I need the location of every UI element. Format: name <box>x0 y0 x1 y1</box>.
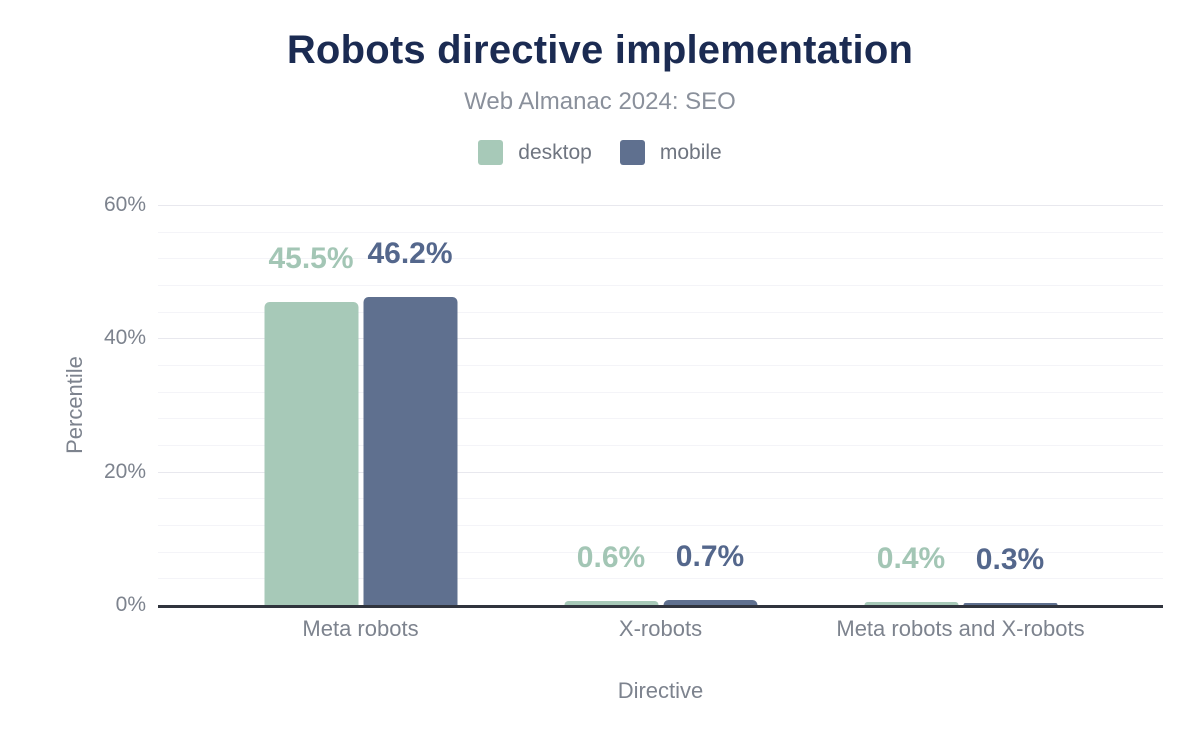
minor-gridline <box>158 311 1163 313</box>
minor-gridline <box>158 258 1163 260</box>
legend: desktop mobile <box>0 140 1200 165</box>
minor-gridline <box>158 391 1163 393</box>
legend-item-mobile[interactable]: mobile <box>619 140 722 165</box>
value-label-desktop-x-robots: 0.6% <box>576 541 646 574</box>
legend-label: mobile <box>659 140 722 164</box>
minor-gridline <box>158 445 1163 446</box>
y-axis-tick-labels: 0% 20% 40% 60% <box>0 193 146 616</box>
value-label-mobile-x-robots: 0.7% <box>675 540 745 574</box>
bar-group-x-robots: 0.6% 0.7% <box>564 542 757 605</box>
minor-gridline <box>158 498 1163 500</box>
value-label-mobile-meta-robots: 46.2% <box>367 237 453 270</box>
plot-area: 45.5% 46.2% 0.6% 0.7% 0.4% 0.3% <box>158 205 1163 605</box>
bar-group-meta-robots: 45.5% 46.2% <box>264 239 457 605</box>
y-tick-label: 20% <box>103 459 146 483</box>
value-label-mobile-meta-robots-and-x-robots: 0.3% <box>975 543 1045 576</box>
x-axis-line <box>158 605 1163 608</box>
bar-desktop-x-robots[interactable]: 0.6% <box>564 543 658 605</box>
y-tick-label: 60% <box>103 193 146 216</box>
legend-swatch-mobile <box>619 140 645 165</box>
major-gridline <box>158 205 1163 206</box>
bar-mobile-meta-robots[interactable]: 46.2% <box>363 239 457 605</box>
minor-gridline <box>158 551 1163 553</box>
minor-gridline <box>158 578 1163 580</box>
minor-gridline <box>158 231 1163 233</box>
x-axis-category-labels: Meta robots X-robots Meta robots and X-rob… <box>158 616 1163 646</box>
legend-item-desktop[interactable]: desktop <box>478 140 592 165</box>
minor-gridline <box>158 418 1163 420</box>
bar-mobile-meta-robots-and-x-robots[interactable]: 0.3% <box>963 545 1057 605</box>
x-category-label-meta-robots: Meta robots <box>302 616 419 641</box>
value-label-desktop-meta-robots-and-x-robots: 0.4% <box>876 542 946 576</box>
major-gridline <box>158 471 1163 473</box>
y-tick-label: 0% <box>115 593 146 616</box>
legend-label: desktop <box>518 140 592 164</box>
major-gridline <box>158 338 1163 340</box>
bar-desktop-meta-robots-and-x-robots[interactable]: 0.4% <box>864 544 958 605</box>
y-tick-label: 40% <box>103 326 146 350</box>
bar-desktop-meta-robots[interactable]: 45.5% <box>264 243 358 605</box>
bar-mobile-x-robots[interactable]: 0.7% <box>663 542 757 605</box>
x-axis-title: Directive <box>617 678 704 703</box>
chart-subtitle: Web Almanac 2024: SEO <box>464 88 736 115</box>
legend-swatch-desktop <box>478 140 504 165</box>
chart-title: Robots directive implementation <box>286 28 914 72</box>
minor-gridline <box>158 525 1163 526</box>
minor-gridline <box>158 365 1163 366</box>
x-category-label-meta-robots-and-x-robots: Meta robots and X-robots <box>836 616 1085 641</box>
value-label-desktop-meta-robots: 45.5% <box>268 241 354 275</box>
minor-gridline <box>158 285 1163 286</box>
bar-group-meta-robots-and-x-robots: 0.4% 0.3% <box>864 544 1057 605</box>
x-category-label-x-robots: X-robots <box>618 616 703 641</box>
